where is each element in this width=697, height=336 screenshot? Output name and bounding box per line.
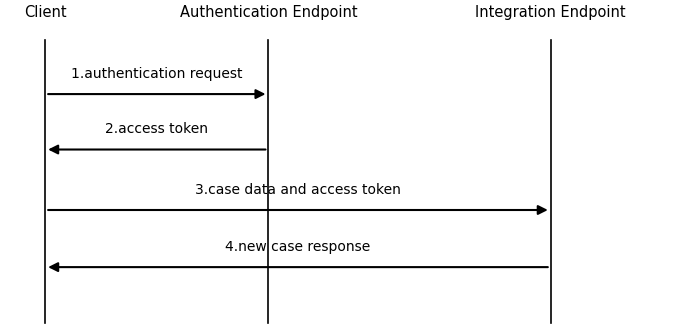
Text: 4.new case response: 4.new case response [225, 240, 371, 254]
Text: Authentication Endpoint: Authentication Endpoint [180, 5, 357, 20]
Text: 2.access token: 2.access token [105, 122, 208, 136]
Text: 1.authentication request: 1.authentication request [71, 67, 243, 81]
Text: Integration Endpoint: Integration Endpoint [475, 5, 626, 20]
Text: Client: Client [24, 5, 67, 20]
Text: 3.case data and access token: 3.case data and access token [195, 182, 401, 197]
